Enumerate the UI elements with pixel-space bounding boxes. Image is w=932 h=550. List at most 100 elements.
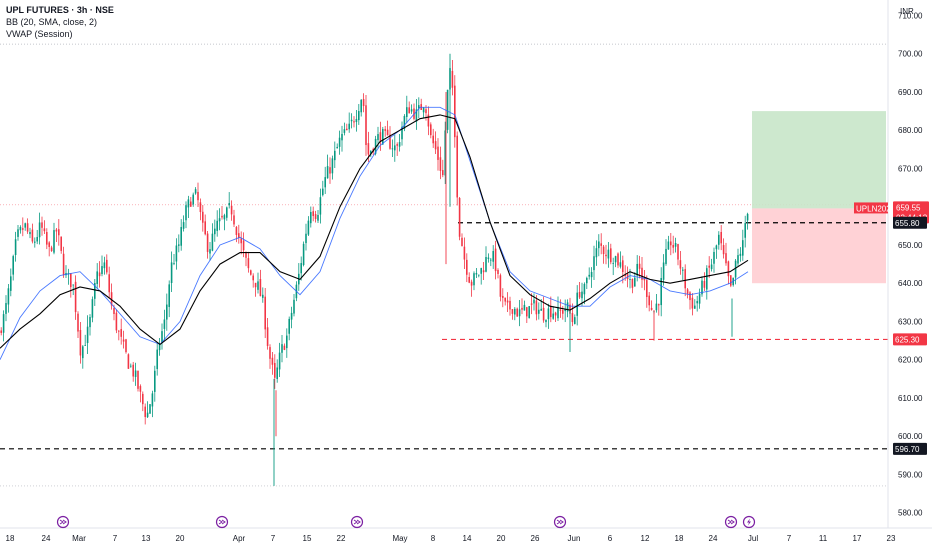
candle-body-18 <box>43 228 46 232</box>
candle-body-79 <box>190 201 192 207</box>
symbol-tag: UPLN2025 <box>856 204 896 213</box>
candle-body-151 <box>362 99 365 107</box>
candle-body-102 <box>245 252 247 258</box>
candle-body-76 <box>182 222 185 229</box>
candle-body-174 <box>418 105 420 109</box>
symbol-title[interactable]: UPL FUTURES · 3h · NSE <box>6 5 114 15</box>
candle-body-292 <box>701 280 703 295</box>
candle-body-26 <box>62 253 65 276</box>
time-tick-10: May <box>392 534 407 543</box>
candle-body-100 <box>240 238 242 244</box>
candle-body-286 <box>686 289 689 294</box>
candle-body-11 <box>26 223 29 232</box>
candle-body-74 <box>178 244 180 246</box>
candle-body-213 <box>511 309 514 314</box>
candle-body-239 <box>574 317 576 324</box>
time-tick-7: 7 <box>271 534 276 543</box>
candle-body-9 <box>22 228 24 230</box>
currency-label[interactable]: INR <box>900 7 914 16</box>
profit-zone <box>752 111 886 209</box>
candle-body-212 <box>509 300 511 310</box>
price-levels[interactable] <box>0 222 888 450</box>
candle-body-85 <box>204 221 206 235</box>
position-tool[interactable] <box>752 111 886 284</box>
candle-body-241 <box>578 292 581 298</box>
price-tick-700: 700.00 <box>898 50 923 59</box>
candle-body-24 <box>58 229 60 236</box>
candle-body-163 <box>391 148 394 150</box>
price-axis[interactable]: 580.00 590.00 600.00 610.00 620.00 630.00 640.… <box>898 11 923 517</box>
candle-body-189 <box>454 85 456 138</box>
candle-body-167 <box>401 126 403 140</box>
time-tick-5: 20 <box>176 534 185 543</box>
candle-body-50 <box>120 329 122 337</box>
candle-body-12 <box>29 232 31 235</box>
candle-body-310 <box>744 223 746 238</box>
event-markers[interactable] <box>56 515 756 529</box>
candle-body-281 <box>674 243 677 247</box>
candle-body-4 <box>10 276 12 291</box>
candle-body-291 <box>698 293 701 304</box>
price-tick-580: 580.00 <box>898 509 923 518</box>
candle-body-185 <box>444 130 446 176</box>
candle-body-29 <box>70 273 72 288</box>
candle-body-31 <box>74 281 77 313</box>
candle-body-173 <box>415 109 418 122</box>
candle-body-82 <box>197 191 199 201</box>
time-tick-2: Mar <box>72 534 86 543</box>
candle-body-98 <box>235 227 238 235</box>
candle-body-177 <box>425 109 427 114</box>
candle-body-214 <box>514 308 516 315</box>
candle-body-53 <box>127 354 130 369</box>
candle-body-61 <box>146 412 149 418</box>
candle-body-132 <box>317 214 319 221</box>
candle-body-13 <box>31 229 34 242</box>
candle-body-148 <box>355 118 358 123</box>
bb-indicator-label[interactable]: BB (20, SMA, close, 2) <box>6 17 98 27</box>
candle-body-54 <box>130 365 132 367</box>
candle-body-271 <box>650 307 653 310</box>
candle-body-86 <box>206 233 209 252</box>
candle-body-301 <box>722 245 725 255</box>
price-tick-620: 620.00 <box>898 356 923 365</box>
time-tick-6: Apr <box>233 534 246 543</box>
candle-body-171 <box>410 109 413 112</box>
candle-body-287 <box>689 292 691 301</box>
candle-body-65 <box>156 349 158 370</box>
candle-body-201 <box>482 270 485 273</box>
candle-body-149 <box>358 111 360 121</box>
candle-body-106 <box>254 282 257 288</box>
candle-body-72 <box>173 263 175 265</box>
candle-body-296 <box>710 264 713 270</box>
level-label-0-bg <box>893 216 927 229</box>
candle-body-153 <box>367 143 370 155</box>
vwap-indicator-label[interactable]: VWAP (Session) <box>6 29 73 39</box>
candle-body-284 <box>682 269 684 271</box>
time-axis[interactable]: 18 24 Mar 7 13 20 Apr 7 15 22 May 8 14 20 26 Jun 6 12 18 24… <box>6 534 896 543</box>
time-tick-20: Jul <box>748 534 758 543</box>
candle-body-218 <box>523 304 526 311</box>
candle-body-93 <box>223 215 226 220</box>
candle-body-233 <box>559 309 562 311</box>
candle-body-6 <box>14 239 17 256</box>
time-tick-17: 12 <box>641 534 650 543</box>
candle-body-134 <box>322 188 324 196</box>
candle-body-204 <box>490 259 492 261</box>
candle-body-196 <box>470 281 473 286</box>
candle-body-77 <box>185 205 187 221</box>
price-tick-680: 680.00 <box>898 126 923 135</box>
time-tick-3: 7 <box>113 534 118 543</box>
candle-body-197 <box>473 273 475 286</box>
candle-body-164 <box>394 145 396 151</box>
candle-body-256 <box>614 256 617 263</box>
candle-body-298 <box>715 245 718 250</box>
candle-body-297 <box>713 251 715 264</box>
candle-body-238 <box>571 313 574 323</box>
level-label-1-bg <box>893 333 927 346</box>
candle-body-138 <box>331 158 334 174</box>
candle-body-71 <box>170 262 173 284</box>
candle-body-20 <box>48 242 50 247</box>
candle-body-36 <box>86 326 89 344</box>
